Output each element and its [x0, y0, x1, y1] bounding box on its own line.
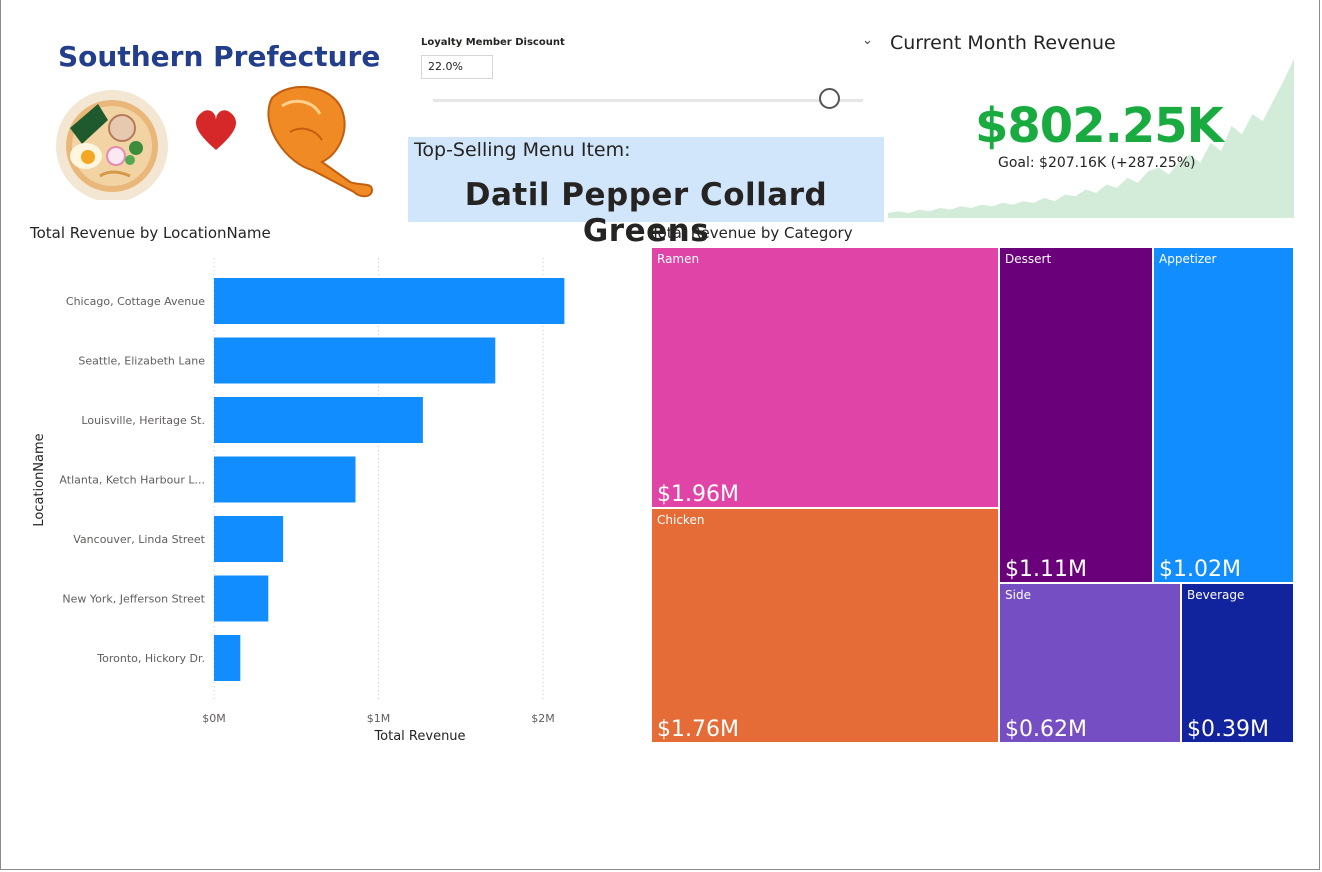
restaurant-logo: Southern Prefecture: [50, 36, 380, 200]
treemap-tile-label: Side: [1005, 588, 1031, 602]
top-selling-value: Datil Pepper Collard Greens: [464, 177, 828, 249]
discount-slider[interactable]: [433, 88, 863, 109]
treemap-tile-beverage[interactable]: Beverage $0.39M: [1181, 583, 1294, 743]
treemap-tile-value: $1.11M: [1005, 557, 1087, 582]
treemap-title: Total Revenue by Category: [651, 224, 853, 242]
treemap-chart: Ramen $1.96M Chicken $1.76M Dessert $1.11M App…: [651, 247, 1294, 743]
top-selling-card: Top-Selling Menu Item: Datil Pepper Coll…: [408, 137, 884, 249]
discount-slicer-title: Loyalty Member Discount: [421, 37, 565, 48]
y-tick-label: New York, Jefferson Street: [62, 593, 205, 606]
bar: [214, 397, 423, 443]
chevron-down-icon[interactable]: ⌄: [862, 33, 873, 48]
kpi-goal: Goal: $207.16K (+287.25%): [998, 155, 1196, 171]
x-tick-label: $0M: [202, 712, 226, 725]
heart-icon: [195, 110, 237, 150]
treemap-tile-appetizer[interactable]: Appetizer $1.02M: [1153, 247, 1294, 583]
food-illustration: [56, 85, 374, 200]
treemap-tile-value: $1.76M: [657, 717, 739, 742]
bar: [214, 278, 565, 324]
slider-thumb[interactable]: [818, 88, 840, 109]
bar: [214, 337, 496, 384]
discount-value-input[interactable]: 22.0%: [421, 55, 493, 79]
treemap-tile-label: Dessert: [1005, 252, 1052, 266]
treemap-tile-label: Ramen: [657, 252, 700, 266]
treemap-tile-value: $0.62M: [1005, 717, 1087, 742]
fried-chicken-icon: [267, 85, 374, 198]
treemap-tile-label: Beverage: [1187, 588, 1245, 602]
bar: [214, 575, 269, 622]
kpi-value: $802.25K: [975, 98, 1224, 154]
top-selling-label: Top-Selling Menu Item:: [414, 139, 631, 161]
logo-title: Southern Prefecture: [58, 40, 381, 73]
treemap-tile-value: $0.39M: [1187, 717, 1269, 742]
treemap-tile-side[interactable]: Side $0.62M: [999, 583, 1181, 743]
y-tick-label: Chicago, Cottage Avenue: [66, 295, 205, 308]
bar: [214, 516, 284, 562]
treemap-tile-chicken[interactable]: Chicken $1.76M: [651, 508, 999, 743]
treemap-tile-value: $1.96M: [657, 482, 739, 507]
treemap-tile-dessert[interactable]: Dessert $1.11M: [999, 247, 1153, 583]
bar-chart: $0M $1M $2M Chicago, Cottage Avenue Seattle,…: [32, 258, 565, 744]
bar: [214, 456, 356, 503]
y-tick-label: Atlanta, Ketch Harbour L...: [59, 474, 205, 487]
checkmark-icon: ✓: [1196, 118, 1208, 134]
x-axis-label: Total Revenue: [373, 729, 465, 744]
ramen-bowl-icon: [56, 90, 168, 200]
treemap-tile-ramen[interactable]: Ramen $1.96M: [651, 247, 999, 508]
y-tick-label: Vancouver, Linda Street: [73, 533, 205, 546]
y-tick-label: Seattle, Elizabeth Lane: [78, 355, 205, 368]
x-tick-label: $2M: [531, 712, 555, 725]
y-tick-label: Toronto, Hickory Dr.: [96, 652, 205, 665]
treemap-tile-label: Appetizer: [1159, 252, 1217, 266]
treemap-tile-value: $1.02M: [1159, 557, 1241, 582]
kpi-trend-area: [888, 59, 1294, 218]
kpi-title: Current Month Revenue: [890, 32, 1116, 54]
bar-chart-title: Total Revenue by LocationName: [30, 224, 271, 242]
kpi-trend-path: [888, 59, 1294, 218]
y-tick-label: Louisville, Heritage St.: [81, 414, 205, 427]
y-axis-label: LocationName: [32, 433, 47, 526]
treemap-tile-label: Chicken: [657, 513, 705, 527]
x-tick-label: $1M: [367, 712, 391, 725]
slider-fill: [433, 99, 829, 102]
bar: [214, 635, 241, 681]
